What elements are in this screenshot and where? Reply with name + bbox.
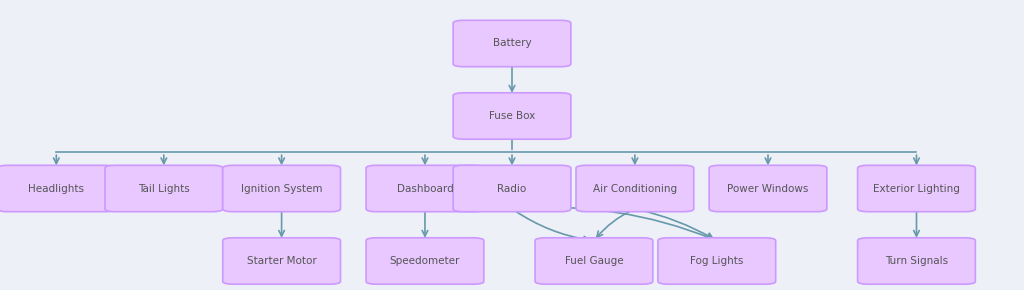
- Text: Ignition System: Ignition System: [241, 184, 323, 193]
- FancyBboxPatch shape: [105, 165, 223, 212]
- FancyBboxPatch shape: [535, 238, 653, 284]
- Text: Air Conditioning: Air Conditioning: [593, 184, 677, 193]
- FancyBboxPatch shape: [575, 165, 694, 212]
- FancyBboxPatch shape: [367, 238, 483, 284]
- Text: Exterior Lighting: Exterior Lighting: [873, 184, 959, 193]
- FancyBboxPatch shape: [223, 238, 340, 284]
- Text: Power Windows: Power Windows: [727, 184, 809, 193]
- Text: Fuse Box: Fuse Box: [488, 111, 536, 121]
- Text: Fog Lights: Fog Lights: [690, 256, 743, 266]
- Text: Dashboard: Dashboard: [396, 184, 454, 193]
- Text: Radio: Radio: [498, 184, 526, 193]
- Text: Fuel Gauge: Fuel Gauge: [564, 256, 624, 266]
- FancyBboxPatch shape: [858, 165, 975, 212]
- Text: Battery: Battery: [493, 39, 531, 48]
- Text: Turn Signals: Turn Signals: [885, 256, 948, 266]
- FancyBboxPatch shape: [453, 165, 571, 212]
- Text: Starter Motor: Starter Motor: [247, 256, 316, 266]
- FancyBboxPatch shape: [223, 165, 340, 212]
- Text: Tail Lights: Tail Lights: [138, 184, 189, 193]
- FancyBboxPatch shape: [709, 165, 827, 212]
- Text: Headlights: Headlights: [29, 184, 84, 193]
- FancyBboxPatch shape: [0, 165, 115, 212]
- FancyBboxPatch shape: [657, 238, 776, 284]
- FancyBboxPatch shape: [453, 93, 571, 139]
- FancyBboxPatch shape: [367, 165, 483, 212]
- Text: Speedometer: Speedometer: [390, 256, 460, 266]
- FancyBboxPatch shape: [858, 238, 975, 284]
- FancyBboxPatch shape: [453, 20, 571, 67]
